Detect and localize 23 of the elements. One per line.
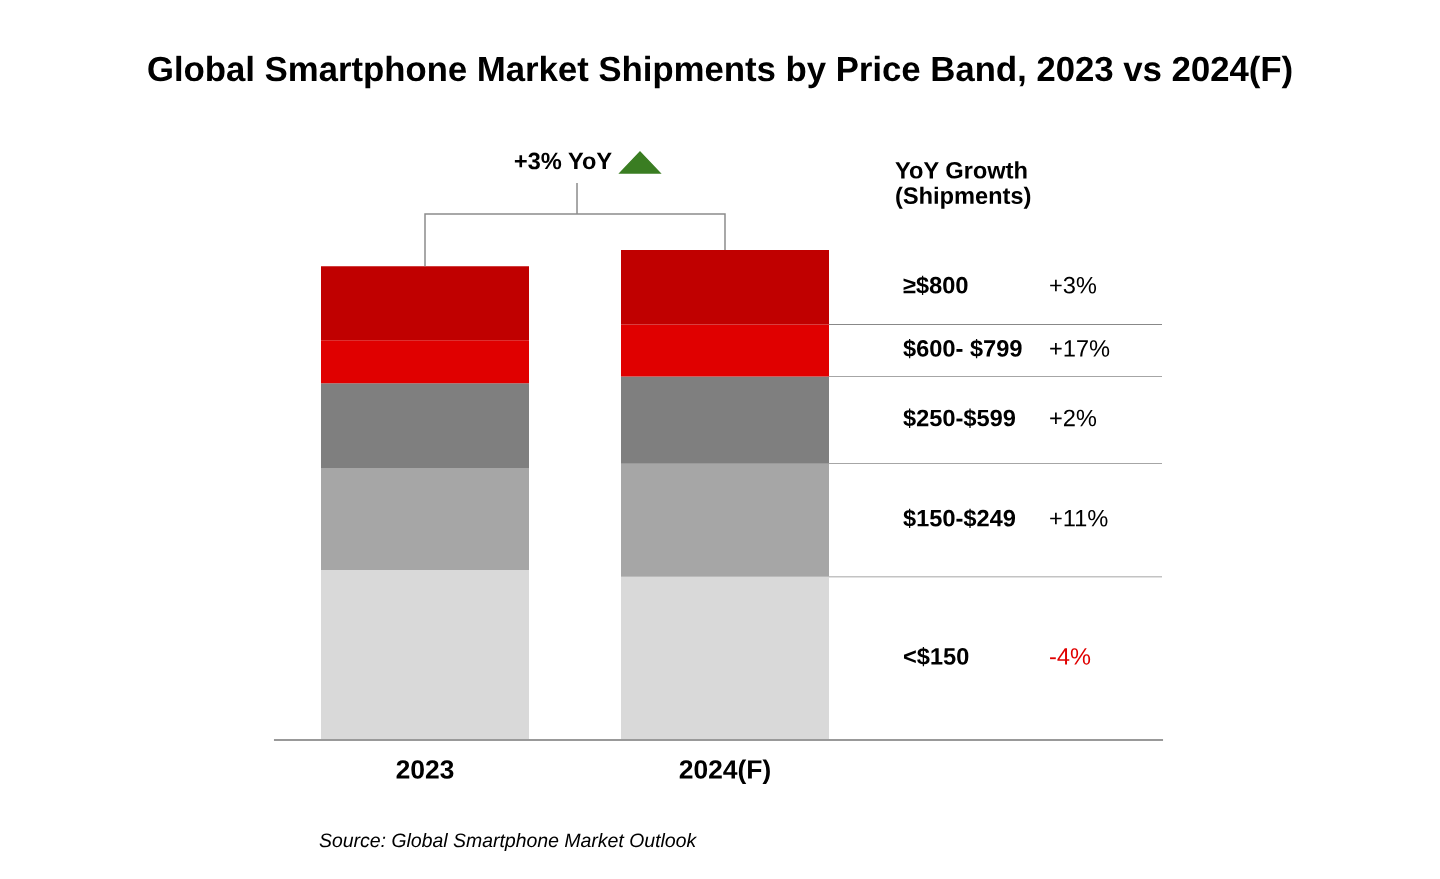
text: +2%	[1050, 409, 1097, 427]
text: +3% YoY	[514, 152, 612, 170]
text: +17%	[1050, 340, 1110, 357]
chart-title: Global Smartphone Market Shipments by Price Band, 2023 vs 2024(F)	[148, 55, 1292, 89]
bar	[321, 340, 529, 384]
text: $150-$249	[903, 508, 1016, 529]
bar	[621, 324, 829, 377]
text: +3%	[1050, 276, 1097, 294]
bar	[621, 463, 829, 577]
source-note: Source: Global Smartphone Market Outlook	[319, 832, 698, 852]
text: +11%	[1050, 509, 1108, 527]
bar	[621, 576, 829, 740]
text: $250-$599	[903, 408, 1016, 428]
text: ≥$800	[903, 275, 968, 296]
text: -4%	[1050, 648, 1091, 665]
legend-title: YoY Growth (Shipments)	[895, 161, 1031, 209]
bar	[321, 468, 529, 570]
x-tick-label: 2023	[396, 760, 454, 779]
text: <$150	[903, 647, 969, 667]
x-tick-label: 2024(F)	[679, 759, 770, 785]
bar	[321, 383, 529, 469]
bar	[321, 569, 529, 740]
text: $600- $799	[903, 339, 1022, 359]
